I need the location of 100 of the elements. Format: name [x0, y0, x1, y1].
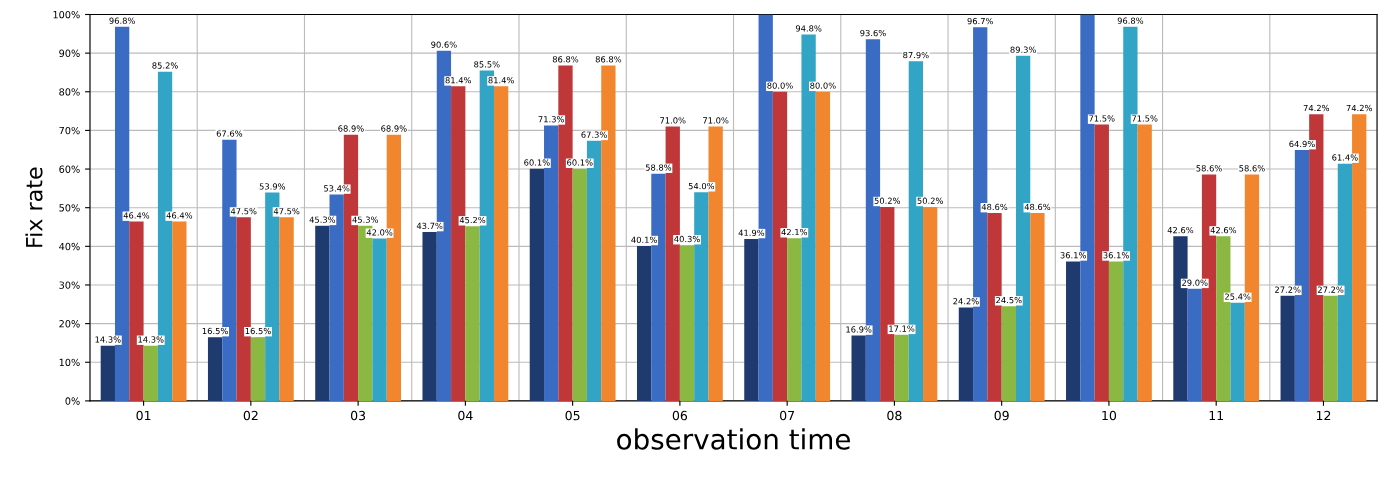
data-label: 41.9% [738, 229, 765, 236]
x-tick-label: 02 [243, 410, 258, 421]
data-label: 42.0% [366, 229, 393, 236]
data-label: 42.6% [1210, 226, 1237, 234]
x-tick-label: 06 [672, 410, 688, 421]
bar [787, 238, 802, 401]
y-tick-label: 100% [53, 10, 80, 19]
bar [493, 86, 509, 401]
data-label: 67.3% [581, 131, 607, 138]
data-label: 40.1% [631, 236, 657, 243]
data-label: 74.2% [1346, 104, 1372, 112]
bar [851, 335, 866, 401]
data-label: 86.8% [552, 56, 579, 63]
data-label: 94.8% [795, 25, 822, 32]
data-label: 17.1% [889, 325, 915, 332]
data-label: 64.9% [1289, 140, 1315, 148]
data-label: 50.2% [917, 197, 943, 204]
data-label: 36.1% [1060, 252, 1086, 259]
data-label: 60.1% [524, 159, 550, 166]
data-label: 89.3% [1010, 46, 1036, 53]
data-label: 80.0% [767, 82, 793, 89]
x-tick-label: 12 [1316, 410, 1331, 421]
bar [1137, 124, 1152, 401]
data-label: 71.5% [1089, 115, 1115, 122]
bar [207, 337, 223, 401]
data-label: 93.6% [860, 29, 886, 37]
x-tick-label: 01 [136, 410, 151, 421]
data-label: 54.0% [688, 182, 715, 190]
x-tick-label: 03 [350, 410, 366, 421]
data-label: 74.2% [1303, 104, 1330, 112]
x-tick-label: 04 [458, 410, 473, 421]
data-label: 96.7% [967, 17, 993, 25]
data-label: 43.7% [416, 222, 443, 230]
bar [529, 168, 545, 401]
data-label: 96.8% [109, 17, 135, 24]
bar [744, 238, 759, 401]
data-label: 16.5% [202, 327, 228, 335]
data-label: 81.4% [445, 77, 471, 84]
y-tick-label: 0% [65, 397, 80, 405]
x-tick-label: 10 [1102, 410, 1117, 421]
data-label: 81.4% [488, 77, 514, 84]
x-tick-label: 11 [1209, 411, 1223, 421]
bar [422, 232, 437, 401]
data-label: 27.2% [1275, 286, 1301, 293]
data-label: 60.1% [567, 159, 593, 166]
bar [279, 217, 294, 401]
y-tick-label: 60% [59, 165, 80, 173]
data-label: 16.5% [245, 327, 271, 335]
data-label: 48.6% [1024, 203, 1051, 211]
data-label: 53.4% [324, 185, 350, 192]
x-tick-label: 09 [994, 410, 1009, 421]
data-label: 42.6% [1167, 226, 1194, 234]
data-label: 86.8% [595, 56, 622, 63]
data-label: 53.9% [259, 183, 286, 190]
bar [1066, 261, 1081, 401]
data-label: 85.5% [474, 61, 500, 68]
x-tick-label: 08 [887, 410, 902, 421]
data-label: 40.3% [674, 235, 700, 243]
data-label: 71.3% [538, 116, 564, 123]
y-tick-label: 40% [59, 242, 80, 251]
bar [679, 245, 695, 401]
data-label: 58.8% [645, 164, 672, 171]
data-label: 61.4% [1332, 154, 1358, 161]
y-tick-label: 90% [59, 49, 80, 57]
bar [1230, 302, 1245, 401]
bar [1108, 261, 1124, 401]
data-label: 46.4% [166, 212, 193, 219]
data-label: 47.5% [273, 208, 300, 215]
bar [172, 221, 187, 401]
data-label: 71.0% [703, 117, 729, 124]
bar [1323, 295, 1338, 401]
data-label: 27.2% [1317, 286, 1344, 293]
bar [572, 168, 587, 401]
y-tick-label: 10% [59, 358, 80, 367]
data-label: 45.3% [352, 216, 379, 223]
bar [465, 226, 480, 401]
bar [1030, 213, 1045, 401]
data-label: 29.0% [1182, 279, 1208, 286]
y-tick-label: 70% [59, 126, 80, 135]
data-label: 67.6% [216, 130, 243, 137]
y-tick-label: 20% [59, 320, 80, 328]
data-label: 48.6% [981, 203, 1008, 211]
bar [372, 238, 387, 401]
data-label: 46.4% [123, 212, 150, 219]
data-label: 90.6% [431, 41, 457, 48]
data-label: 42.1% [781, 228, 808, 236]
data-label: 24.2% [953, 298, 979, 305]
y-tick-label: 50% [59, 204, 80, 212]
bar [1001, 306, 1016, 401]
data-label: 16.9% [846, 326, 872, 333]
bar [1187, 288, 1202, 401]
data-label: 45.2% [459, 216, 486, 224]
bar [894, 334, 909, 401]
x-axis-title: observation time [617, 428, 850, 450]
data-label: 14.3% [138, 336, 164, 343]
data-label: 24.5% [996, 296, 1022, 304]
data-label: 68.9% [381, 125, 407, 132]
data-label: 50.2% [874, 197, 901, 204]
data-label: 96.8% [1117, 17, 1144, 24]
bar [636, 245, 652, 401]
